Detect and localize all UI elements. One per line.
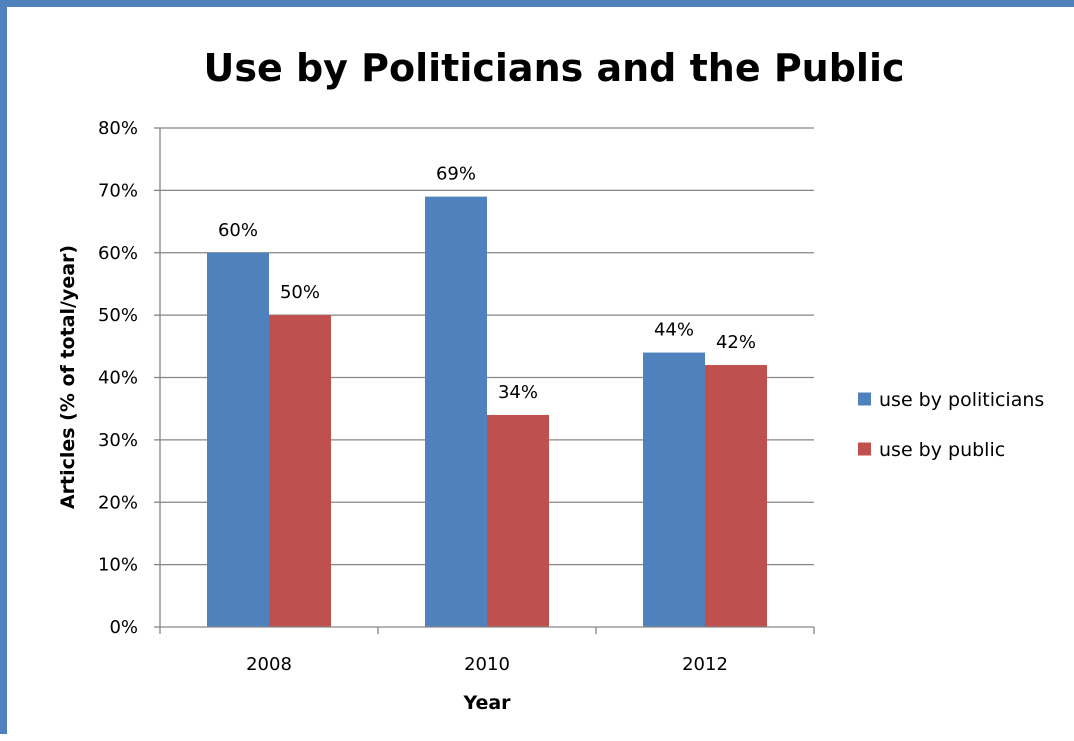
legend-label: use by politicians bbox=[879, 389, 1044, 411]
y-tick-label: 70% bbox=[98, 180, 138, 201]
y-tick-label: 20% bbox=[98, 492, 138, 513]
x-tick-label: 2008 bbox=[246, 654, 292, 675]
bar-use-by-public-2008 bbox=[269, 315, 331, 627]
y-tick-label: 50% bbox=[98, 305, 138, 326]
x-tick-label: 2010 bbox=[464, 654, 510, 675]
y-tick-label: 60% bbox=[98, 243, 138, 264]
data-label: 42% bbox=[716, 332, 756, 353]
y-tick-label: 40% bbox=[98, 368, 138, 389]
bar-use-by-public-2012 bbox=[705, 365, 767, 627]
data-labels: 60% 50% 69% 34% 44% 42% bbox=[218, 164, 756, 403]
data-label: 44% bbox=[654, 320, 694, 341]
data-label: 60% bbox=[218, 220, 258, 241]
bars bbox=[207, 196, 767, 628]
legend: use by politicians use by public bbox=[858, 389, 1044, 461]
bar-use-by-politicians-2010 bbox=[425, 196, 487, 628]
y-tick-label: 0% bbox=[109, 617, 138, 638]
x-tick-labels: 2008 2010 2012 bbox=[246, 654, 728, 675]
data-label: 50% bbox=[280, 282, 320, 303]
x-axis-label: Year bbox=[462, 692, 511, 714]
axes bbox=[154, 127, 815, 634]
data-label: 69% bbox=[436, 164, 476, 185]
y-axis-label: Articles (% of total/year) bbox=[57, 245, 79, 509]
legend-swatch bbox=[858, 442, 871, 456]
chart-title: Use by Politicians and the Public bbox=[204, 46, 905, 90]
bar-use-by-politicians-2012 bbox=[643, 352, 705, 627]
x-tick-label: 2012 bbox=[682, 654, 728, 675]
y-tick-label: 10% bbox=[98, 555, 138, 576]
bar-use-by-public-2010 bbox=[487, 414, 549, 627]
y-tick-label: 80% bbox=[98, 118, 138, 139]
data-label: 34% bbox=[498, 382, 538, 403]
legend-swatch bbox=[858, 392, 871, 406]
y-tick-label: 30% bbox=[98, 430, 138, 451]
y-tick-labels: 0% 10% 20% 30% 40% 50% 60% 70% 80% bbox=[98, 118, 138, 638]
legend-label: use by public bbox=[879, 439, 1005, 461]
bar-use-by-politicians-2008 bbox=[207, 252, 269, 627]
chart-canvas: Use by Politicians and the Public Articl… bbox=[57, 46, 1044, 714]
